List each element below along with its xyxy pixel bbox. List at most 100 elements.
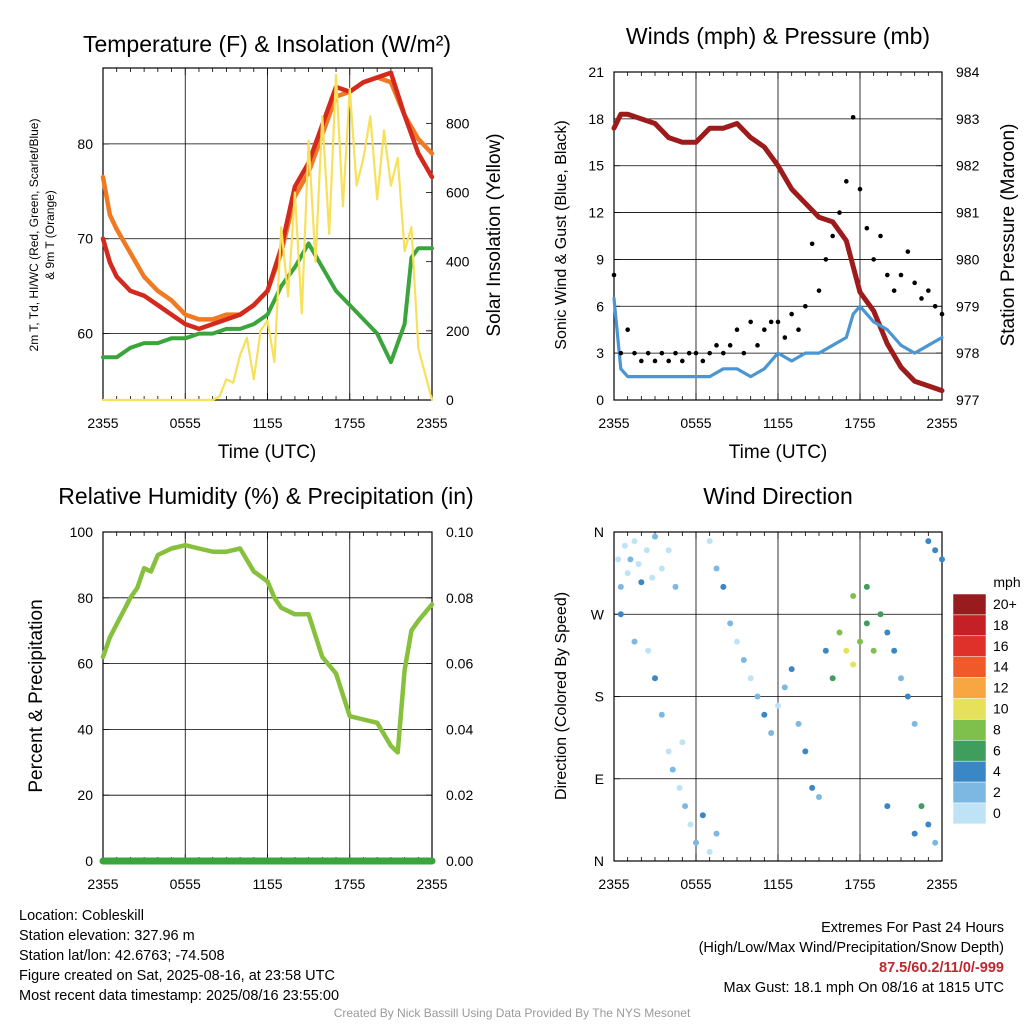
direction-point	[665, 547, 672, 554]
direction-point	[627, 556, 634, 563]
gust-point	[639, 358, 644, 364]
insolation-series-line	[101, 73, 434, 402]
legend-swatch	[952, 656, 987, 678]
direction-point	[918, 803, 925, 810]
humidity-panel-title: Relative Humidity (%) & Precipitation (i…	[58, 483, 473, 509]
direction-point	[706, 848, 713, 855]
temperature-panel: Temperature (F) & Insolation (W/m²) 2m T…	[27, 31, 505, 463]
speed-legend-unit: mph	[993, 574, 1020, 590]
dir-y-tick-label: E	[595, 771, 604, 787]
direction-point	[932, 839, 939, 846]
direction-point	[699, 812, 706, 819]
gust-point	[686, 350, 692, 356]
dir-y-tick-label: S	[595, 689, 604, 705]
direction-point	[822, 647, 829, 654]
rh-y-tick-label: 80	[77, 590, 93, 606]
direction-point	[658, 565, 665, 572]
station-location: Location: Cobleskill	[19, 908, 144, 924]
legend-label: 20+	[993, 596, 1017, 612]
dewpoint-series-line	[101, 241, 434, 365]
gust-point	[864, 225, 870, 231]
wind-y-tick-label: 12	[588, 205, 604, 221]
gust-point	[755, 343, 760, 348]
gust-point	[700, 358, 706, 364]
direction-point	[911, 720, 918, 727]
dir-plot-frame	[613, 531, 943, 862]
temp-y2-tick-label: 0	[446, 392, 454, 408]
direction-point	[631, 538, 638, 545]
gust-point	[871, 257, 876, 262]
direction-point	[645, 647, 652, 654]
dir-y-tick-label: N	[594, 853, 604, 869]
credit-line: Created By Nick Bassill Using Data Provi…	[333, 1006, 691, 1020]
rh-x-tick-label: 1755	[334, 876, 365, 892]
temp-x-tick-label: 2355	[416, 415, 447, 431]
gust-point	[857, 186, 863, 192]
gust-point	[632, 350, 637, 356]
rh-y2-tick-label: 0.02	[446, 787, 473, 803]
legend-swatch	[952, 719, 987, 741]
direction-point	[884, 803, 891, 810]
gust-point	[762, 327, 767, 333]
direction-point	[727, 620, 734, 627]
legend-swatch	[952, 614, 987, 637]
gust-point	[680, 358, 685, 364]
gust-point	[816, 288, 822, 293]
direction-point	[884, 629, 891, 636]
gust-point	[652, 358, 658, 364]
rh-y-tick-label: 20	[77, 787, 93, 803]
direction-point	[652, 675, 658, 682]
rh-y-tick-label: 100	[70, 524, 94, 540]
legend-swatch	[952, 740, 987, 762]
wind-y2-tick-label: 982	[956, 158, 980, 174]
direction-point	[631, 638, 638, 645]
wind-y2-tick-label: 978	[956, 345, 980, 361]
temp-y2-tick-label: 600	[446, 185, 470, 201]
legend-label: 4	[993, 763, 1001, 779]
direction-point	[652, 533, 658, 540]
legend-label: 0	[993, 805, 1001, 821]
wind-y-tick-label: 0	[596, 392, 604, 408]
gust-point	[673, 350, 678, 356]
direction-point	[624, 570, 631, 577]
gust-point	[850, 114, 856, 120]
gust-point	[926, 288, 931, 293]
direction-point	[665, 748, 672, 755]
speed-legend: 20+ 18 16 14 12 10 8 6 4 2 0	[952, 593, 1017, 825]
gust-point	[809, 241, 815, 247]
rh-x-tick-label: 2355	[87, 876, 118, 892]
temp-y-tick-label: 60	[77, 326, 93, 342]
temp-plot-frame	[102, 67, 433, 401]
temperature-right-axis-label: Solar Insolation (Yellow)	[484, 133, 505, 336]
temperature-series-line	[100, 70, 435, 332]
wind-y2-tick-label: 981	[956, 205, 980, 221]
max-gust: Max Gust: 18.1 mph On 08/16 at 1815 UTC	[723, 980, 1004, 996]
gust-point	[768, 319, 774, 325]
direction-point	[617, 583, 624, 590]
direction-point	[687, 821, 694, 828]
dir-y-tick-label: W	[591, 606, 605, 622]
gust-point	[782, 335, 788, 340]
legend-label: 16	[993, 638, 1009, 654]
wind-direction-panel: Wind Direction Direction (Colored By Spe…	[553, 483, 1021, 825]
direction-point	[891, 647, 898, 654]
direction-point	[863, 620, 870, 627]
wind-y-tick-label: 21	[588, 64, 604, 80]
winds-panel: Winds (mph) & Pressure (mb) Sonic Wind &…	[553, 23, 1019, 463]
legend-label: 8	[993, 721, 1001, 737]
wind-x-tick-label: 2355	[598, 415, 629, 431]
wind-x-tick-label: 1155	[763, 415, 793, 431]
extremes-values: 87.5/60.2/11/0/-999	[879, 960, 1004, 976]
rh-y-tick-label: 60	[77, 656, 93, 672]
rh-x-tick-label: 1155	[252, 876, 282, 892]
gust-point	[878, 233, 883, 239]
wind-direction-left-axis-label: Direction (Colored By Speed)	[553, 592, 570, 800]
temperature-x-axis-label: Time (UTC)	[218, 442, 317, 463]
gust-point	[775, 319, 781, 325]
direction-point	[720, 583, 727, 590]
direction-point	[754, 693, 761, 700]
winds-x-axis-label: Time (UTC)	[729, 442, 828, 463]
direction-point	[649, 574, 656, 581]
gust-point	[721, 350, 726, 356]
gust-point	[830, 233, 835, 239]
